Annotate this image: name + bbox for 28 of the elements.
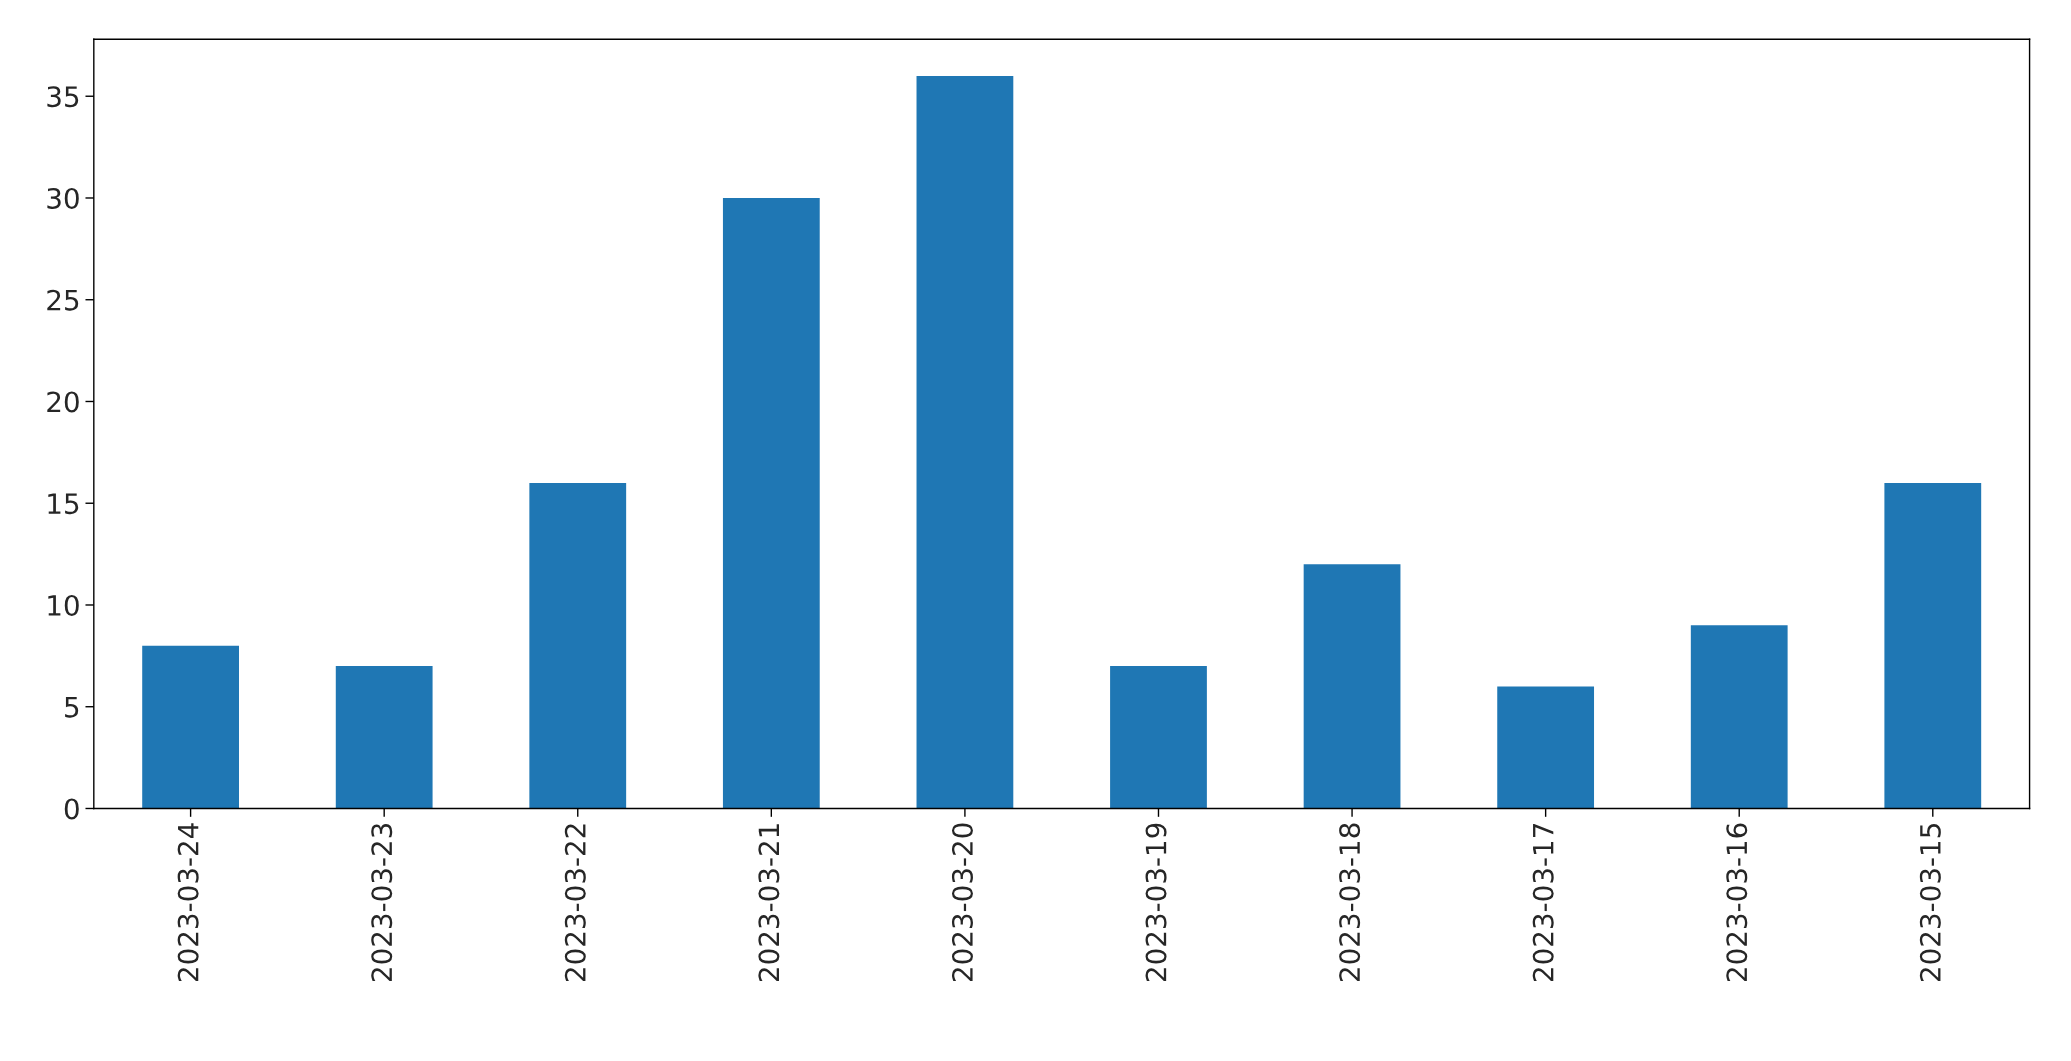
bar bbox=[916, 75, 1014, 809]
x-tick-label: 2023-03-16 bbox=[1726, 823, 1748, 982]
y-tick-label: 35 bbox=[47, 86, 79, 108]
x-tick-label: 2023-03-22 bbox=[564, 824, 586, 982]
x-tick-label: 2023-03-20 bbox=[951, 823, 973, 982]
bar bbox=[142, 645, 239, 809]
bar bbox=[1303, 564, 1401, 809]
x-tick-label: 2023-03-21 bbox=[758, 824, 780, 982]
x-tick-label: 2023-03-17 bbox=[1532, 824, 1554, 982]
bar bbox=[1497, 686, 1595, 809]
y-tick-label: 0 bbox=[64, 798, 79, 820]
x-tick-label: 2023-03-15 bbox=[1919, 824, 1941, 982]
y-tick-label: 25 bbox=[47, 289, 79, 311]
y-tick-label: 20 bbox=[47, 391, 79, 413]
y-tick-label: 30 bbox=[47, 187, 79, 209]
y-tick-label: 5 bbox=[65, 697, 79, 718]
x-tick-label: 2023-03-24 bbox=[177, 823, 199, 982]
bar bbox=[1884, 482, 1982, 809]
bar bbox=[1110, 666, 1207, 809]
bar bbox=[335, 666, 433, 809]
bar bbox=[1690, 625, 1788, 809]
x-tick-label: 2023-03-19 bbox=[1145, 823, 1167, 982]
bar bbox=[529, 482, 627, 809]
x-tick-label: 2023-03-18 bbox=[1339, 823, 1361, 982]
y-tick-label: 15 bbox=[48, 493, 79, 515]
bar bbox=[722, 197, 820, 809]
y-tick-label: 10 bbox=[48, 594, 79, 616]
x-tick-label: 2023-03-23 bbox=[371, 823, 393, 982]
